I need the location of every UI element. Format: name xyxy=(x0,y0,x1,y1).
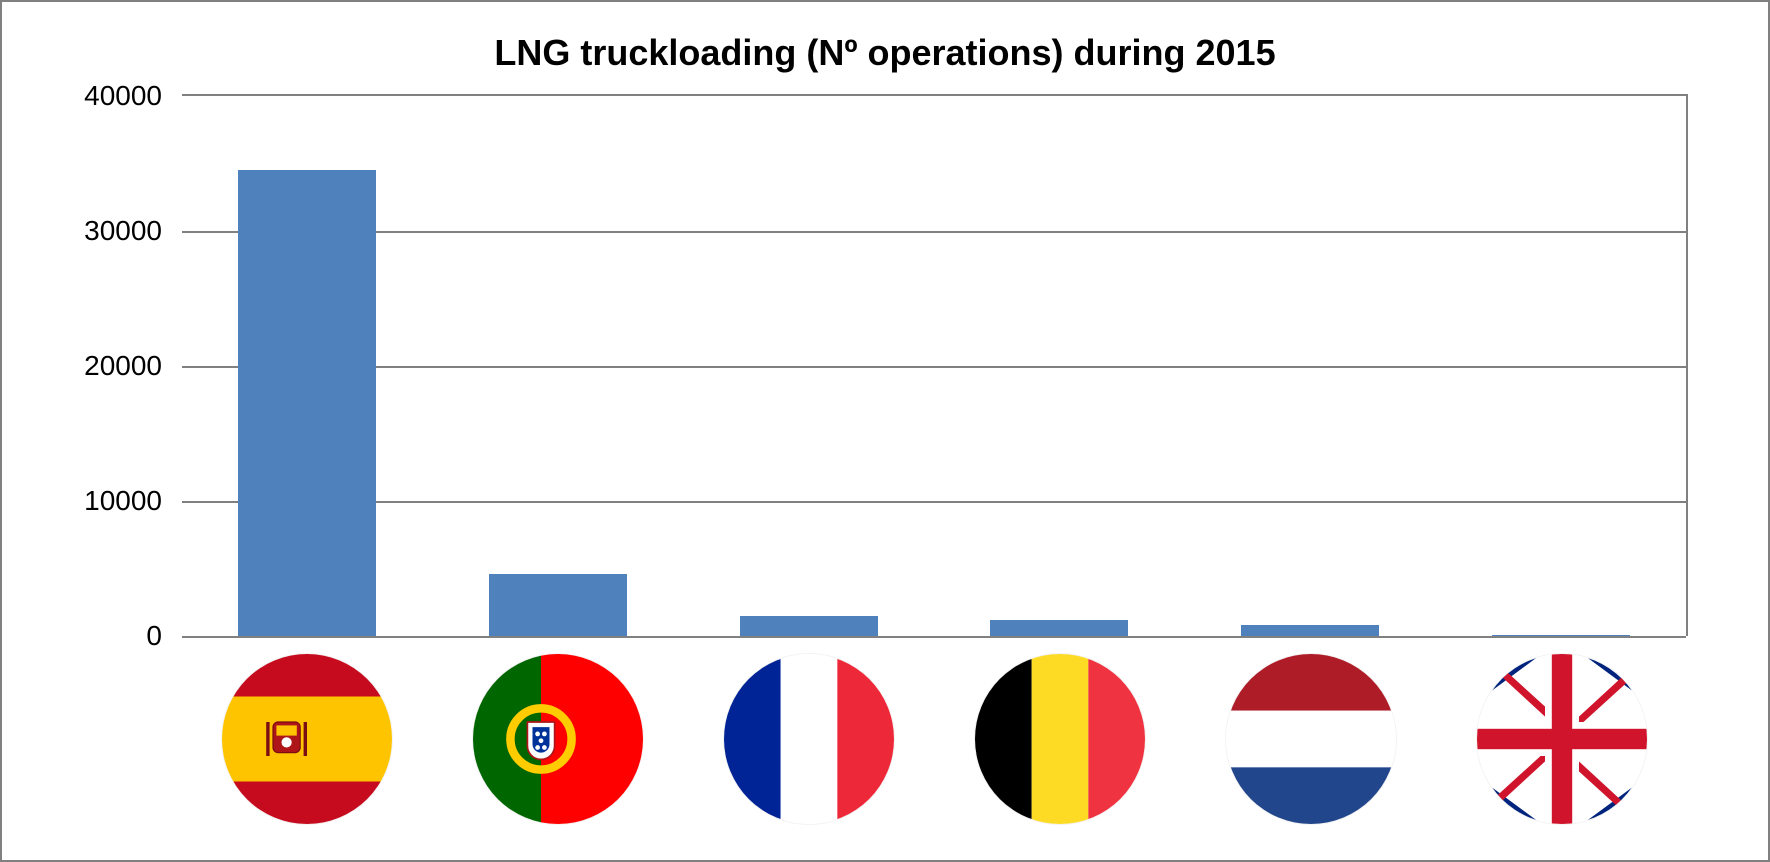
bar-slot xyxy=(1435,96,1686,636)
bar-netherlands xyxy=(1241,625,1379,636)
plot-area: 40000 30000 20000 10000 0 xyxy=(182,94,1688,636)
bar-slot xyxy=(182,96,433,636)
bar-belgium xyxy=(990,620,1128,636)
bar-france xyxy=(740,616,878,636)
bar-slot xyxy=(1185,96,1436,636)
flag-slot xyxy=(182,654,433,824)
bar-slot xyxy=(934,96,1185,636)
x-axis-flags xyxy=(182,654,1688,824)
flag-france-icon xyxy=(724,654,894,824)
gridline xyxy=(182,636,1686,638)
bar-spain xyxy=(238,170,376,636)
flag-uk-icon xyxy=(1477,654,1647,824)
flag-slot xyxy=(1186,654,1437,824)
y-tick-0: 0 xyxy=(62,620,162,652)
flag-portugal-icon xyxy=(473,654,643,824)
flag-slot xyxy=(1437,654,1688,824)
flag-slot xyxy=(433,654,684,824)
y-tick-20000: 20000 xyxy=(62,350,162,382)
flag-netherlands-icon xyxy=(1226,654,1396,824)
bar-uk xyxy=(1492,635,1630,636)
bar-slot xyxy=(433,96,684,636)
y-tick-10000: 10000 xyxy=(62,485,162,517)
chart-container: LNG truckloading (Nº operations) during … xyxy=(0,0,1770,862)
flag-slot xyxy=(935,654,1186,824)
y-tick-30000: 30000 xyxy=(62,215,162,247)
flag-slot xyxy=(684,654,935,824)
y-axis-labels: 40000 30000 20000 10000 0 xyxy=(62,96,172,636)
y-tick-40000: 40000 xyxy=(62,80,162,112)
bar-slot xyxy=(683,96,934,636)
flag-belgium-icon xyxy=(975,654,1145,824)
chart-title: LNG truckloading (Nº operations) during … xyxy=(42,32,1728,74)
flag-spain-icon xyxy=(222,654,392,824)
bars-group xyxy=(182,96,1686,636)
bar-portugal xyxy=(489,574,627,636)
